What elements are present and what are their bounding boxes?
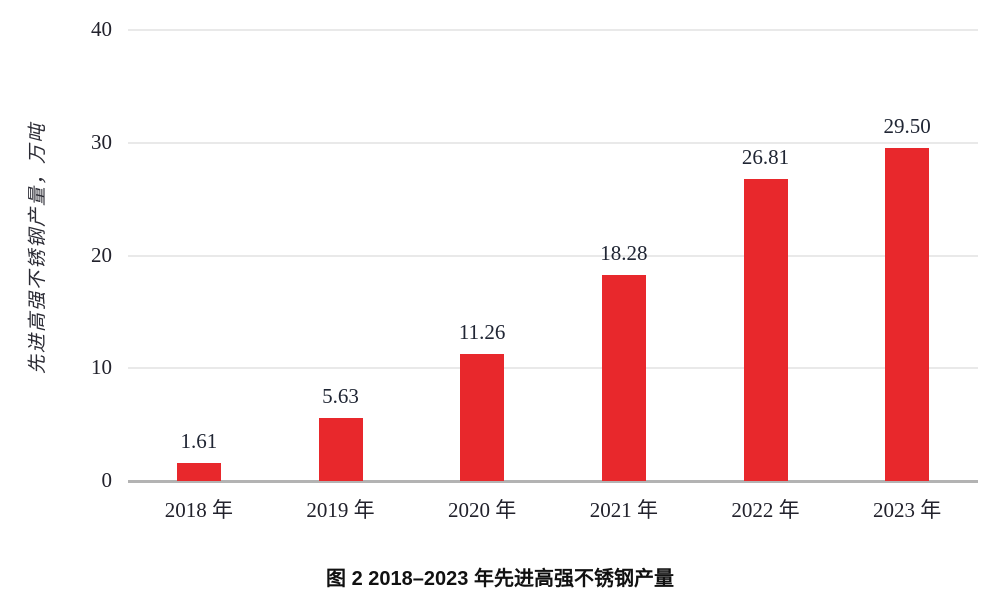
plot-area: 0 10 20 30 40 1.61 2018 年 5.63 2019 年 11.26 2020 年…	[91, 18, 978, 522]
bar-value-label: 1.61	[180, 428, 218, 453]
bar	[601, 274, 646, 481]
gridline	[128, 254, 978, 257]
bar	[318, 417, 363, 481]
gridline	[128, 367, 978, 370]
figure-caption: 图 2 2018–2023 年先进高强不锈钢产量	[326, 568, 674, 590]
y-tick-label: 20	[91, 242, 112, 267]
gridline	[128, 141, 978, 144]
gridline	[128, 29, 978, 31]
x-axis-line	[128, 480, 978, 483]
x-tick-label: 2021 年	[589, 498, 658, 522]
bar	[885, 148, 930, 481]
bar-value-label: 11.26	[458, 320, 506, 345]
y-tick-label: 30	[91, 129, 112, 154]
y-tick-label: 0	[101, 468, 113, 492]
bar-value-label: 29.50	[883, 114, 931, 139]
y-tick-label: 10	[91, 355, 112, 380]
x-tick-label: 2018 年	[164, 498, 233, 522]
bar-value-label: 5.63	[322, 383, 359, 408]
bar	[743, 178, 788, 481]
y-axis-title: 先进高强不锈钢产量，万吨	[27, 121, 49, 375]
x-tick-label: 2022 年	[731, 498, 800, 522]
y-tick-label: 40	[91, 17, 112, 41]
bar-value-label: 26.81	[741, 144, 790, 169]
x-tick-label: 2019 年	[306, 498, 375, 522]
bar	[176, 462, 221, 481]
bar-value-label: 18.28	[600, 240, 648, 265]
bar	[460, 354, 505, 481]
x-tick-label: 2020 年	[448, 498, 517, 522]
x-tick-label: 2023 年	[873, 498, 942, 522]
